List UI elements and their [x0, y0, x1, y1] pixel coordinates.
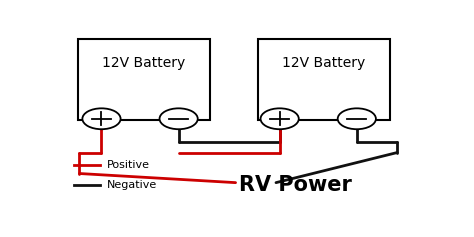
Ellipse shape — [261, 108, 299, 129]
Text: 12V Battery: 12V Battery — [282, 56, 365, 70]
Text: 12V Battery: 12V Battery — [102, 56, 185, 70]
Text: RV Power: RV Power — [239, 175, 352, 195]
Bar — [258, 39, 390, 120]
Bar — [78, 39, 210, 120]
Text: Negative: Negative — [107, 180, 157, 190]
Ellipse shape — [82, 108, 120, 129]
Ellipse shape — [337, 108, 376, 129]
Ellipse shape — [160, 108, 198, 129]
Text: Positive: Positive — [107, 160, 150, 170]
